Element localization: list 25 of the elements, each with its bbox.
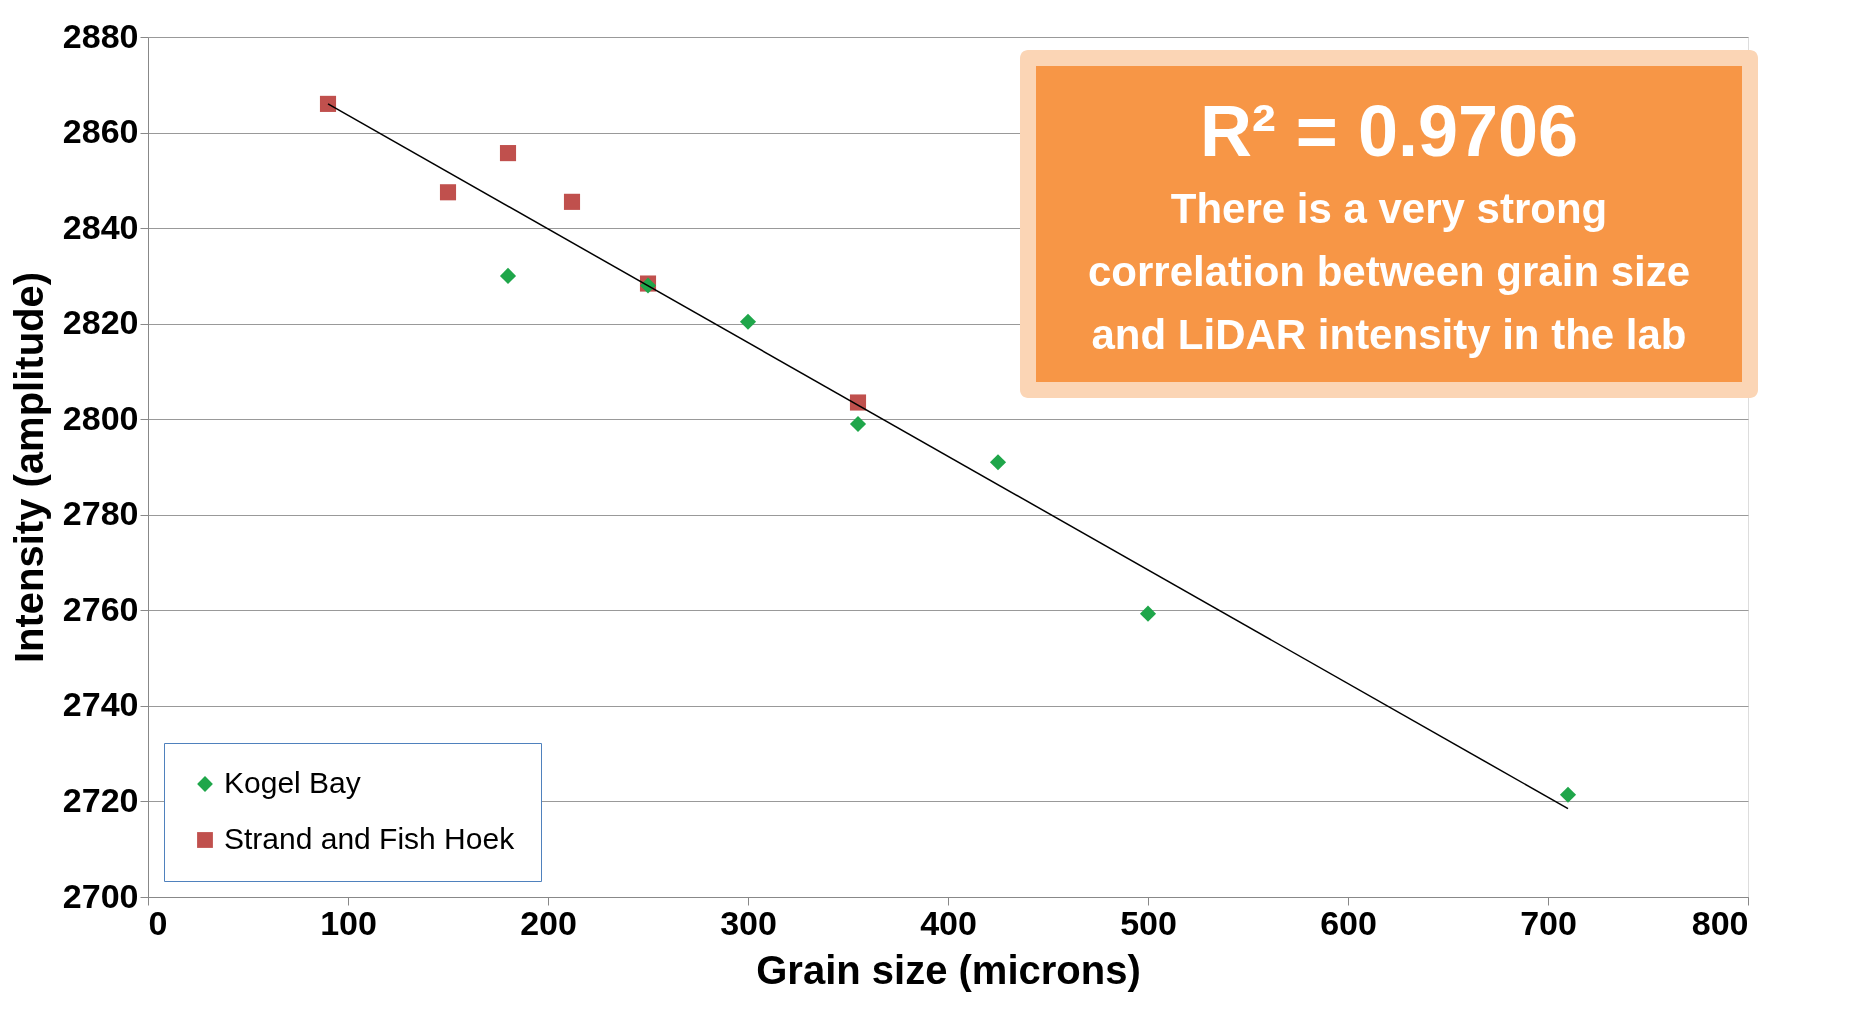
annotation: R² = 0.9706 bbox=[1199, 91, 1579, 171]
y-tick-label: 2800 bbox=[62, 398, 139, 437]
y-tick-label: 2760 bbox=[62, 589, 139, 628]
x-tick-label: 400 bbox=[920, 903, 977, 942]
y-tick-label: 2780 bbox=[62, 494, 139, 533]
y-axis-title: Intensity (amplitude) bbox=[6, 271, 51, 664]
y-tick-label: 2720 bbox=[62, 780, 139, 819]
y-tick-label: 2740 bbox=[62, 685, 139, 724]
x-tick-label: 300 bbox=[720, 903, 777, 942]
x-tick-label: 200 bbox=[520, 903, 577, 942]
y-tick-label: 2840 bbox=[62, 207, 139, 246]
x-tick-label: 700 bbox=[1520, 903, 1577, 942]
y-tick-label: 2700 bbox=[62, 876, 139, 915]
x-tick-label: 100 bbox=[320, 903, 377, 942]
y-tick-label: 2880 bbox=[62, 16, 139, 55]
y-tick-label: 2820 bbox=[62, 303, 139, 342]
x-tick-label: 500 bbox=[1120, 903, 1177, 942]
x-tick-label: 0 bbox=[148, 903, 168, 942]
legend-label: Kogel Bay bbox=[224, 766, 361, 799]
x-tick-label: 600 bbox=[1320, 903, 1377, 942]
x-axis-title: Grain size (microns) bbox=[756, 947, 1141, 992]
y-tick-label: 2860 bbox=[62, 112, 139, 151]
x-tick-label: 800 bbox=[1691, 903, 1749, 942]
legend-label: Strand and Fish Hoek bbox=[224, 822, 516, 855]
annotation: There is a very strong correlation between grain size and LiDAR intensity in the lab bbox=[1087, 185, 1691, 358]
